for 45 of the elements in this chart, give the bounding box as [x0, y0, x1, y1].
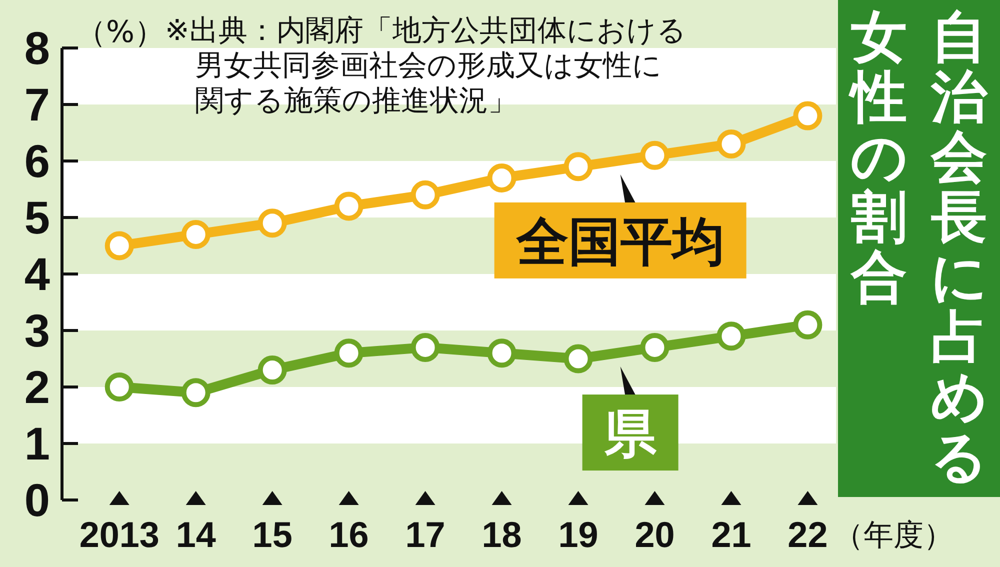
point: [564, 152, 593, 182]
y-tick-label: 5: [24, 192, 50, 244]
x-tick-label: 17: [405, 514, 446, 555]
point: [716, 322, 746, 351]
point: [334, 192, 364, 221]
y-tick-label: 4: [24, 248, 50, 300]
point: [104, 231, 134, 260]
x-tick-label: 2013: [79, 514, 160, 555]
x-tick-label: 14: [176, 514, 216, 555]
point: [258, 208, 287, 238]
point: [564, 344, 593, 374]
point: [487, 163, 516, 192]
point: [181, 378, 210, 408]
x-tick-label: 15: [252, 514, 292, 555]
x-axis-title: （年度）: [834, 518, 954, 553]
x-tick-label: 19: [558, 514, 598, 555]
x-tick-label: 21: [711, 514, 752, 555]
x-tick-label: 18: [482, 514, 522, 555]
chart-title: 自治会長に占める女性の割合: [850, 5, 988, 490]
x-tick-label: 20: [634, 514, 675, 555]
x-tick-label: 16: [328, 514, 369, 555]
y-tick-label: 7: [24, 78, 50, 130]
y-tick-label: 1: [24, 418, 50, 470]
y-tick-label: 2: [24, 361, 50, 413]
y-tick-label: 0: [24, 474, 50, 526]
point: [640, 332, 670, 362]
y-tick-label: 3: [24, 304, 50, 356]
point: [104, 372, 134, 402]
x-tick-label: 22: [788, 514, 828, 555]
point: [793, 101, 822, 130]
point: [410, 332, 440, 362]
point: [487, 338, 516, 368]
point: [334, 338, 364, 368]
y-axis-title: （%）: [76, 15, 165, 50]
point: [793, 310, 822, 340]
series-label: 全国平均: [515, 212, 724, 272]
point: [410, 180, 440, 210]
point: [640, 140, 670, 170]
y-tick-label: 8: [24, 22, 50, 74]
series-label: 県: [603, 404, 658, 465]
y-tick-label: 6: [24, 135, 50, 187]
point: [716, 130, 746, 159]
point: [181, 220, 210, 249]
annotation: ※出典：内閣府「地方公共団体における男女共同参画社会の形成又は女性に関する施策の推進状況」: [165, 13, 686, 117]
point: [258, 356, 287, 385]
